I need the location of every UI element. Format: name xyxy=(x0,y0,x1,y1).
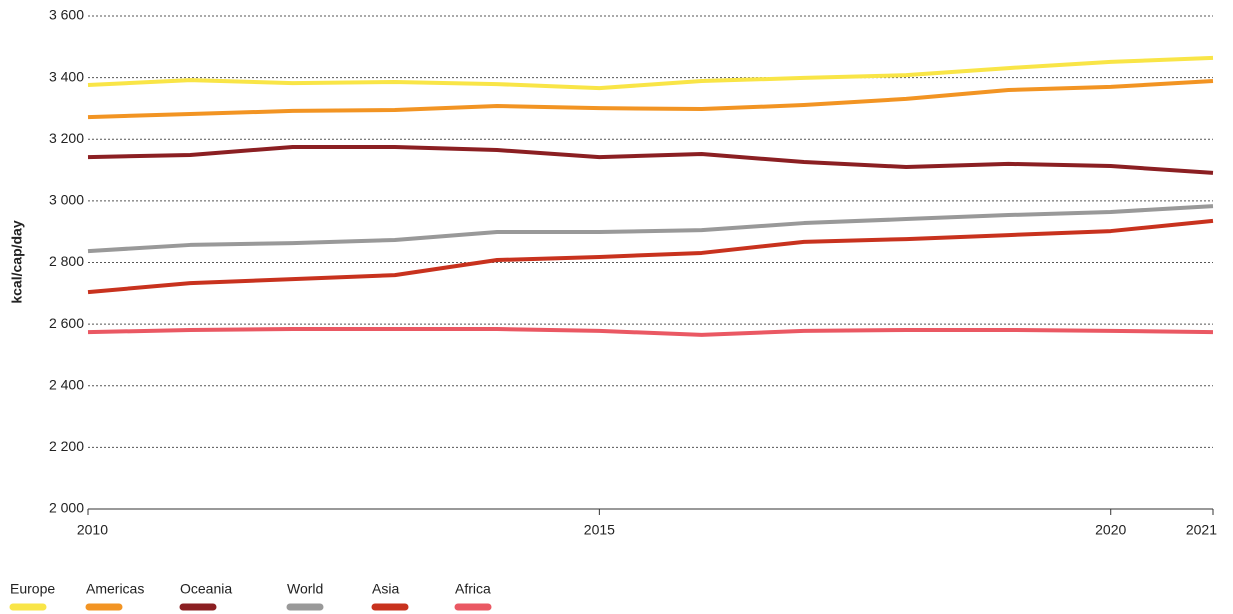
legend-label: Asia xyxy=(372,581,399,597)
x-tick-label: 2015 xyxy=(584,522,615,538)
y-tick-label: 3 000 xyxy=(49,192,84,208)
legend-label: Africa xyxy=(455,581,491,597)
y-tick-label: 2 800 xyxy=(49,253,84,269)
legend-label: World xyxy=(287,581,323,597)
y-tick-label: 3 600 xyxy=(49,7,84,23)
line xyxy=(87,218,1214,295)
y-tick-label: 2 200 xyxy=(49,438,84,454)
y-axis-title: kcal/cap/day xyxy=(9,220,25,303)
x-tick-label: 2021 xyxy=(1186,522,1217,538)
y-tick-label: 2 000 xyxy=(49,500,84,516)
line xyxy=(87,327,1214,337)
line xyxy=(87,79,1214,120)
y-tick-label: 2 600 xyxy=(49,315,84,331)
x-tick-label: 2020 xyxy=(1095,522,1126,538)
legend-label: Americas xyxy=(86,581,144,597)
line xyxy=(87,144,1214,175)
legend-label: Europe xyxy=(10,581,55,597)
legend-label: Oceania xyxy=(180,581,232,597)
x-tick-label: 2010 xyxy=(77,522,108,538)
y-tick-label: 3 200 xyxy=(49,130,84,146)
line xyxy=(87,55,1214,91)
line xyxy=(87,204,1214,254)
y-tick-label: 3 400 xyxy=(49,68,84,84)
y-tick-label: 2 400 xyxy=(49,376,84,392)
